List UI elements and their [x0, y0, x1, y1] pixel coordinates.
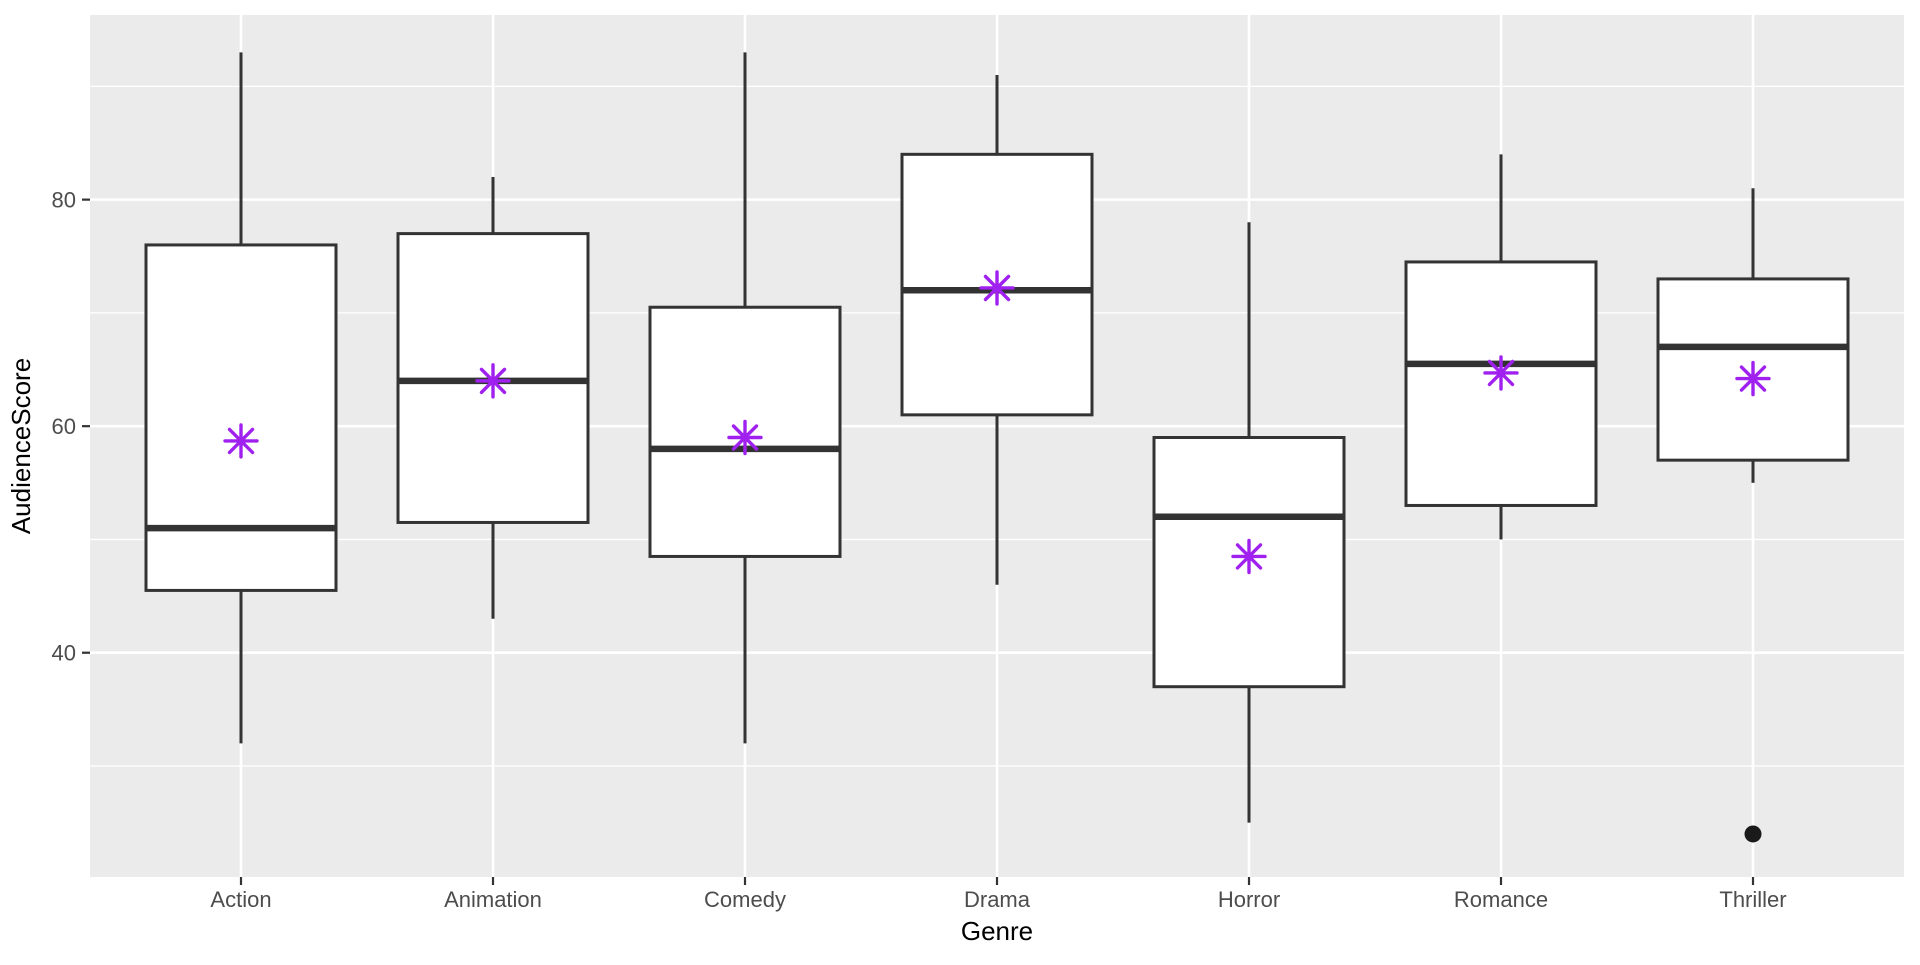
- x-tick-label-action: Action: [210, 887, 271, 912]
- x-tick-label-comedy: Comedy: [704, 887, 786, 912]
- boxplot-animation: [396, 176, 590, 619]
- y-tick-label-60: 60: [52, 414, 76, 439]
- mean-star-drama: [979, 270, 1015, 306]
- mean-star-action: [223, 423, 259, 459]
- x-tick-label-thriller: Thriller: [1719, 887, 1786, 912]
- mean-star-romance: [1483, 355, 1519, 391]
- boxplot-comedy: [648, 52, 842, 744]
- y-tick-label-40: 40: [52, 641, 76, 666]
- x-tick-label-animation: Animation: [444, 887, 542, 912]
- x-tick-label-romance: Romance: [1454, 887, 1548, 912]
- mean-star-animation: [475, 363, 511, 399]
- x-axis-title: Genre: [961, 916, 1033, 946]
- boxplot-action: [144, 52, 338, 744]
- mean-star-horror: [1231, 538, 1267, 575]
- x-tick-label-drama: Drama: [964, 887, 1031, 912]
- boxplot-series: [144, 52, 1850, 823]
- iqr-box-action: [144, 243, 338, 592]
- mean-and-outlier-markers: [223, 270, 1771, 843]
- axis-ticks-and-labels: 40 60 80 Action Animation Comedy Drama Horror Ro…: [52, 188, 1787, 912]
- mean-star-thriller: [1735, 360, 1771, 397]
- mean-star-comedy: [727, 419, 763, 456]
- x-tick-label-horror: Horror: [1218, 887, 1280, 912]
- outlier-point-thriller: [1744, 825, 1762, 843]
- y-tick-label-80: 80: [52, 188, 76, 213]
- y-axis-title: AudienceScore: [6, 358, 36, 534]
- boxplot-drama: [900, 75, 1094, 585]
